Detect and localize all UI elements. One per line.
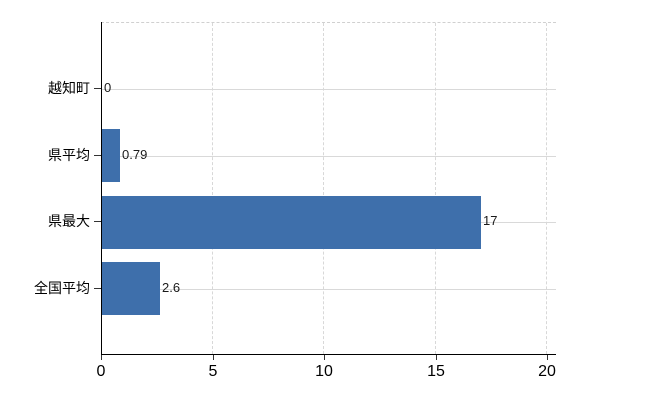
category-label: 県平均 — [48, 147, 90, 163]
x-axis-tick-label: 15 — [427, 363, 445, 380]
bar-value-label: 17 — [483, 213, 498, 228]
plot-area — [101, 22, 556, 354]
y-axis-tick-mark — [94, 155, 101, 156]
bar-3 — [102, 196, 481, 249]
y-axis-tick-mark — [94, 288, 101, 289]
x-axis-tick-mark — [324, 355, 325, 360]
x-axis-tick-label: 5 — [208, 363, 218, 380]
bar-value-label: 2.6 — [162, 280, 181, 295]
category-label: 県最大 — [48, 213, 90, 229]
x-axis-tick-label: 10 — [315, 363, 333, 380]
y-axis-tick-mark — [94, 221, 101, 222]
x-axis-tick-mark — [436, 355, 437, 360]
bar-value-label: 0 — [104, 80, 112, 95]
v-gridline — [211, 23, 213, 354]
category-label: 全国平均 — [34, 280, 90, 296]
h-gridline — [101, 89, 556, 90]
y-axis-tick-mark — [94, 88, 101, 89]
h-gridline — [101, 289, 556, 290]
bar-4 — [102, 262, 160, 315]
bar-2 — [102, 129, 120, 182]
x-axis-tick-label: 20 — [538, 363, 556, 380]
x-axis-tick-mark — [547, 355, 548, 360]
x-axis-tick-mark — [213, 355, 214, 360]
category-label: 越知町 — [48, 80, 90, 96]
v-gridline — [546, 23, 547, 354]
v-gridline — [434, 23, 436, 354]
bar-value-label: 0.79 — [122, 147, 148, 162]
y-axis-line — [101, 22, 102, 355]
x-axis-line — [101, 354, 556, 355]
x-axis-tick-mark — [101, 355, 102, 360]
v-gridline — [323, 23, 324, 354]
x-axis-tick-label: 0 — [96, 363, 106, 380]
h-gridline — [101, 156, 556, 157]
